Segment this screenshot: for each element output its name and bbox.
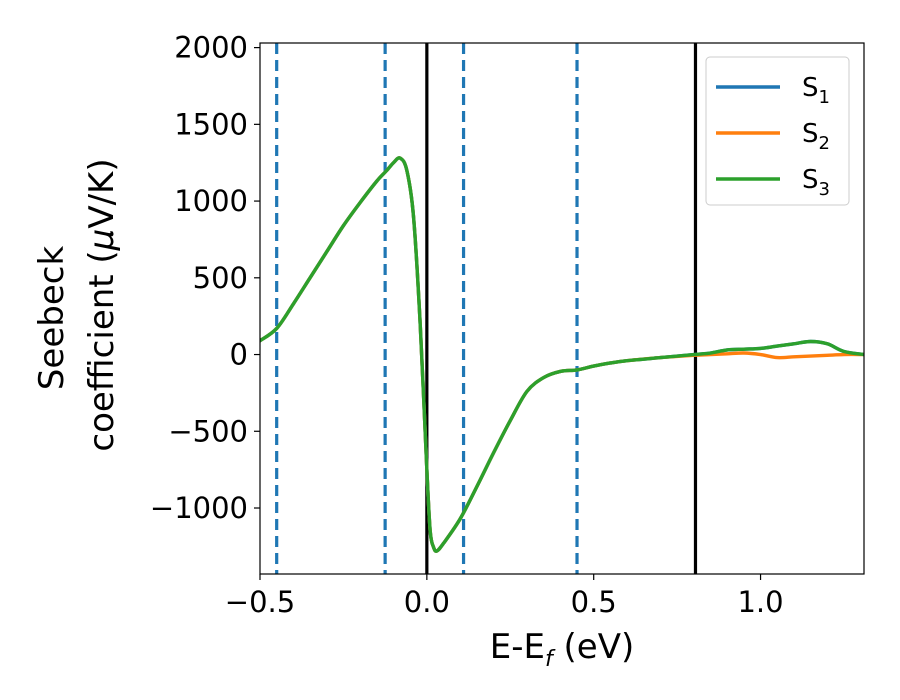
y-axis-label-line1: Seebeck <box>32 246 72 391</box>
plot-frame <box>259 42 865 575</box>
legend-box <box>705 56 850 206</box>
y-tick-label: 1500 <box>174 107 248 141</box>
x-tick-label: 0.5 <box>571 585 617 619</box>
y-tick-label: 0 <box>230 338 248 372</box>
legend: S1 S2 S3 <box>705 56 850 206</box>
x-axis-label-suffix: (eV) <box>553 627 635 667</box>
x-tick-label: 1.0 <box>737 585 783 619</box>
y-tick-label: −500 <box>168 414 248 448</box>
y-tick-label: 1000 <box>174 184 248 218</box>
series-line-S3 <box>260 156 864 553</box>
x-tick-label: −0.5 <box>225 585 295 619</box>
y-tick-label: 500 <box>193 261 248 295</box>
y-axis-label-line2: coefficient (μV/K) <box>82 158 122 451</box>
x-tick-label: 0.0 <box>404 585 450 619</box>
y-tick-label: 2000 <box>174 31 248 65</box>
legend-label-S1: S1 <box>802 73 830 108</box>
series-lines <box>260 156 864 553</box>
x-axis-label-subscript: f <box>545 647 556 672</box>
y-axis-label-mu: μ <box>82 229 122 252</box>
reference-lines <box>275 43 698 574</box>
y-axis-ticks: −1000 −500 0 500 1000 1500 2000 <box>150 31 260 525</box>
legend-label-S2: S2 <box>802 119 830 154</box>
y-tick-label: −1000 <box>150 491 248 525</box>
legend-label-S3: S3 <box>802 165 830 200</box>
x-axis-ticks: −0.5 0.0 0.5 1.0 <box>225 574 784 619</box>
x-axis-label: E-Ef (eV) <box>490 627 635 672</box>
